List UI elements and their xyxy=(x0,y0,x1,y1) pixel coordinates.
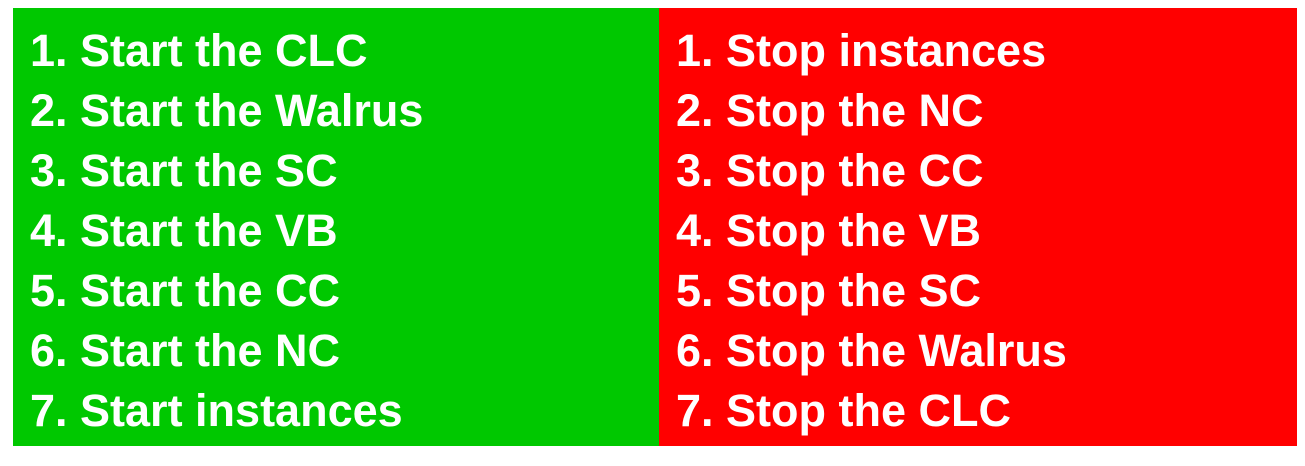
start-step-4: 4. Start the VB xyxy=(30,205,338,256)
start-step-1: 1. Start the CLC xyxy=(30,25,368,76)
start-sequence-panel: 1. Start the CLC 2. Start the Walrus 3. … xyxy=(13,8,659,446)
stop-step-3: 3. Stop the CC xyxy=(676,145,984,196)
start-step-5: 5. Start the CC xyxy=(30,265,341,316)
stop-step-1: 1. Stop instances xyxy=(676,25,1047,76)
stop-step-6: 6. Stop the Walrus xyxy=(676,325,1067,376)
start-step-7: 7. Start instances xyxy=(30,385,403,436)
start-step-6: 6. Start the NC xyxy=(30,325,341,376)
start-step-list: 1. Start the CLC 2. Start the Walrus 3. … xyxy=(30,21,659,441)
start-step-2: 2. Start the Walrus xyxy=(30,85,424,136)
stop-step-4: 4. Stop the VB xyxy=(676,205,982,256)
stop-step-5: 5. Stop the SC xyxy=(676,265,982,316)
stop-step-7: 7. Stop the CLC xyxy=(676,385,1011,436)
start-step-3: 3. Start the SC xyxy=(30,145,338,196)
stop-sequence-panel: 1. Stop instances 2. Stop the NC 3. Stop… xyxy=(659,8,1297,446)
stop-step-2: 2. Stop the NC xyxy=(676,85,984,136)
stop-step-list: 1. Stop instances 2. Stop the NC 3. Stop… xyxy=(676,21,1297,441)
